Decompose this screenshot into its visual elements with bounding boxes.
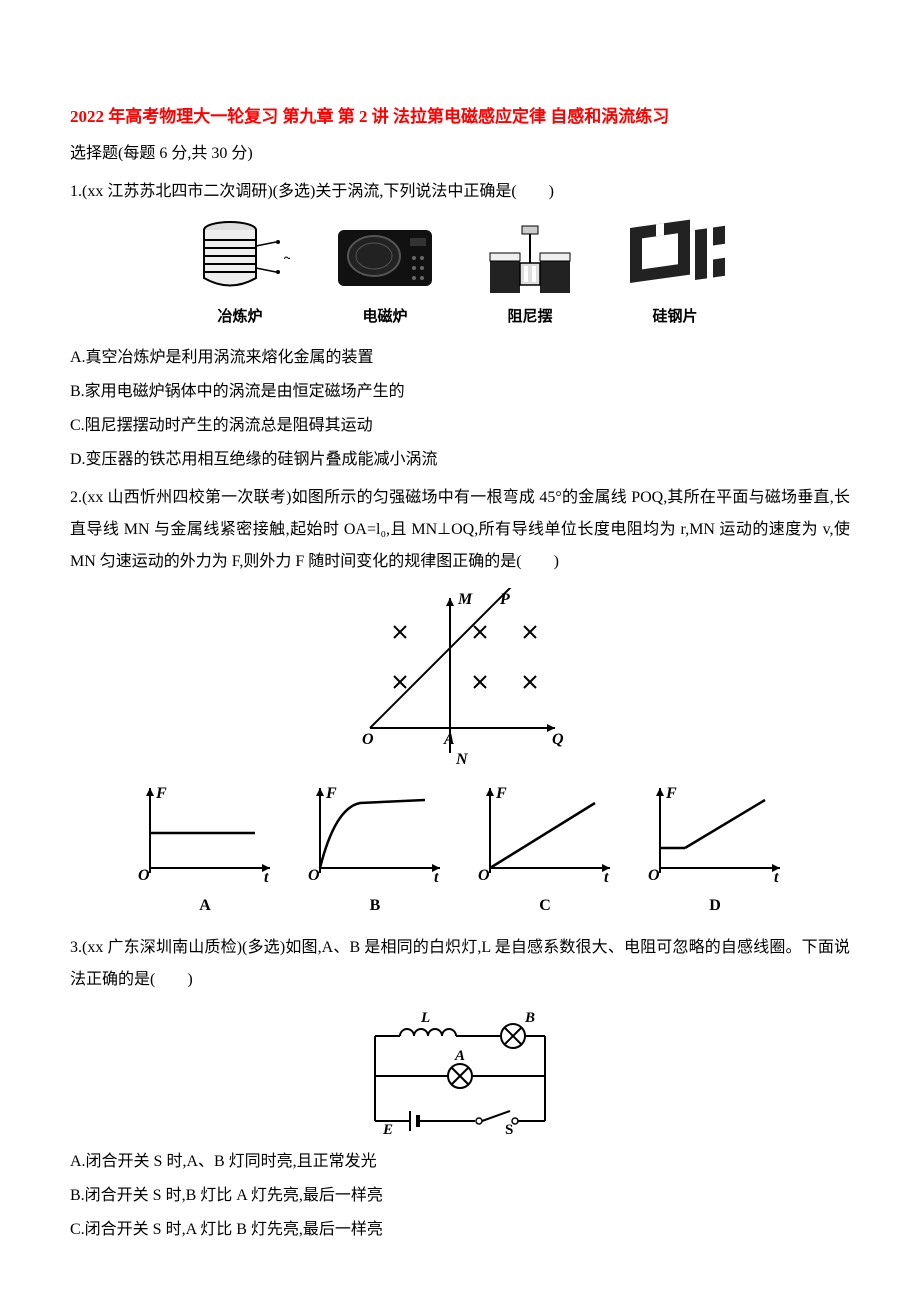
graph-a-label: A: [199, 890, 211, 922]
svg-text:F: F: [325, 785, 337, 802]
circ-label-L: L: [420, 1010, 430, 1026]
label-A: A: [443, 731, 455, 748]
svg-text:t: t: [264, 869, 269, 886]
q3-circuit: L B A E S: [355, 1006, 565, 1136]
fig-induction-cooker: 电磁炉: [330, 218, 440, 332]
fig-damped-pendulum: 阻尼摆: [480, 218, 580, 332]
svg-text:t: t: [774, 869, 779, 886]
circ-label-S: S: [505, 1122, 513, 1136]
fig-furnace: ~ 冶炼炉: [190, 218, 290, 332]
svg-text:~: ~: [284, 251, 290, 266]
circ-label-E: E: [382, 1122, 393, 1136]
label-P: P: [499, 591, 510, 608]
svg-text:O: O: [648, 867, 660, 884]
graph-b: F O t B: [300, 778, 450, 922]
graph-c: F O t C: [470, 778, 620, 922]
q3-stem: 3.(xx 广东深圳南山质检)(多选)如图,A、B 是相同的白炽灯,L 是自感系…: [70, 932, 850, 996]
q1-opt-d: D.变压器的铁芯用相互绝缘的硅钢片叠成能减小涡流: [70, 444, 850, 476]
question-3: 3.(xx 广东深圳南山质检)(多选)如图,A、B 是相同的白炽灯,L 是自感系…: [70, 932, 850, 1246]
fig-furnace-label: 冶炼炉: [217, 302, 262, 332]
q2-diagram-wrap: M P O A Q N: [70, 588, 850, 768]
graph-c-svg: F O t: [470, 778, 620, 888]
q2-stem: 2.(xx 山西忻州四校第一次联考)如图所示的匀强磁场中有一根弯成 45°的金属…: [70, 482, 850, 578]
furnace-icon: ~: [190, 218, 290, 298]
svg-text:t: t: [604, 869, 609, 886]
q3-opt-c: C.闭合开关 S 时,A 灯比 B 灯先亮,最后一样亮: [70, 1214, 850, 1246]
svg-text:O: O: [138, 867, 150, 884]
graph-d-svg: F O t: [640, 778, 790, 888]
question-2: 2.(xx 山西忻州四校第一次联考)如图所示的匀强磁场中有一根弯成 45°的金属…: [70, 482, 850, 922]
q3-circuit-wrap: L B A E S: [70, 1006, 850, 1136]
steel-icon: [620, 218, 730, 298]
q3-opt-a: A.闭合开关 S 时,A、B 灯同时亮,且正常发光: [70, 1146, 850, 1178]
q3-opt-b: B.闭合开关 S 时,B 灯比 A 灯先亮,最后一样亮: [70, 1180, 850, 1212]
svg-text:F: F: [665, 785, 677, 802]
label-Q: Q: [552, 731, 564, 748]
q2-diagram: M P O A Q N: [340, 588, 580, 768]
svg-text:O: O: [308, 867, 320, 884]
page-title: 2022 年高考物理大一轮复习 第九章 第 2 讲 法拉第电磁感应定律 自感和涡…: [70, 100, 850, 134]
svg-text:F: F: [155, 785, 167, 802]
fig-pendulum-label: 阻尼摆: [507, 302, 552, 332]
svg-text:O: O: [478, 867, 490, 884]
cooker-icon: [330, 218, 440, 298]
question-1: 1.(xx 江苏苏北四市二次调研)(多选)关于涡流,下列说法中正确是( ) ~ …: [70, 176, 850, 476]
graph-d: F O t D: [640, 778, 790, 922]
q1-figures: ~ 冶炼炉 电磁炉: [70, 218, 850, 332]
label-O: O: [362, 731, 374, 748]
graph-d-label: D: [709, 890, 721, 922]
graph-b-svg: F O t: [300, 778, 450, 888]
pendulum-icon: [480, 218, 580, 298]
graph-a-svg: F O t: [130, 778, 280, 888]
q2-graph-row: F O t A F O t B: [70, 778, 850, 922]
circ-label-A: A: [454, 1048, 465, 1064]
label-M: M: [457, 591, 473, 608]
graph-a: F O t A: [130, 778, 280, 922]
svg-text:t: t: [434, 869, 439, 886]
fig-cooker-label: 电磁炉: [362, 302, 407, 332]
label-N: N: [455, 751, 469, 768]
q1-opt-a: A.真空冶炼炉是利用涡流来熔化金属的装置: [70, 342, 850, 374]
graph-c-label: C: [539, 890, 551, 922]
q1-options: A.真空冶炼炉是利用涡流来熔化金属的装置 B.家用电磁炉锅体中的涡流是由恒定磁场…: [70, 342, 850, 476]
q1-opt-c: C.阻尼摆摆动时产生的涡流总是阻碍其运动: [70, 410, 850, 442]
q1-stem: 1.(xx 江苏苏北四市二次调研)(多选)关于涡流,下列说法中正确是( ): [70, 176, 850, 208]
svg-text:F: F: [495, 785, 507, 802]
subtitle: 选择题(每题 6 分,共 30 分): [70, 138, 850, 170]
q3-options: A.闭合开关 S 时,A、B 灯同时亮,且正常发光 B.闭合开关 S 时,B 灯…: [70, 1146, 850, 1246]
fig-silicon-steel: 硅钢片: [620, 218, 730, 332]
circ-label-B: B: [524, 1010, 535, 1026]
fig-steel-label: 硅钢片: [652, 302, 697, 332]
graph-b-label: B: [370, 890, 381, 922]
q1-opt-b: B.家用电磁炉锅体中的涡流是由恒定磁场产生的: [70, 376, 850, 408]
